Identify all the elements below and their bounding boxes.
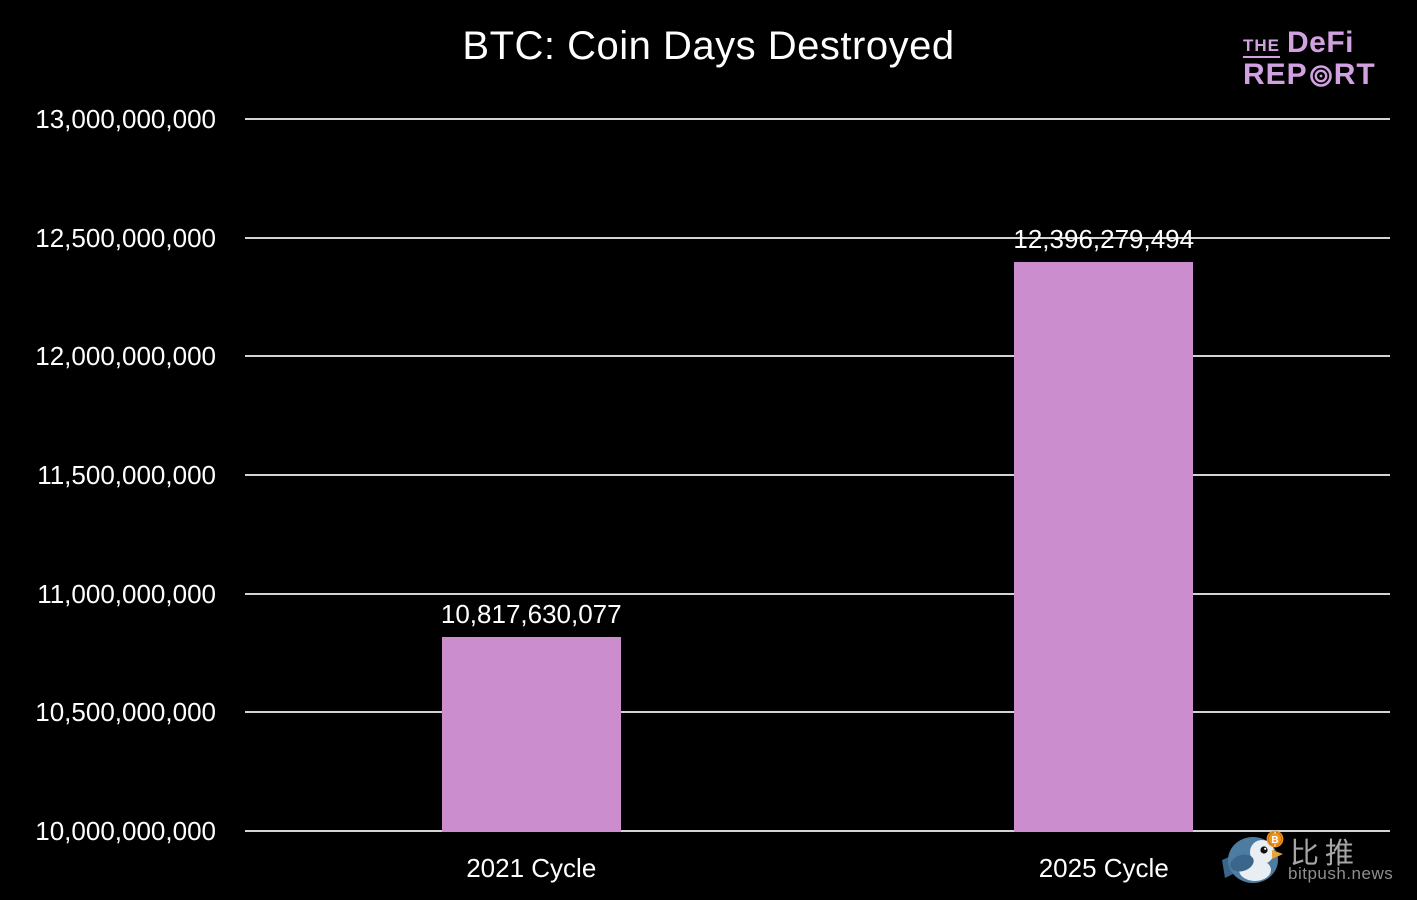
chart-title: BTC: Coin Days Destroyed <box>462 24 955 68</box>
x-axis-category-label: 2025 Cycle <box>1038 853 1169 883</box>
bird-icon <box>1222 837 1283 883</box>
y-axis-tick-label: 10,500,000,000 <box>35 697 216 728</box>
defi-report-logo: THE DeFi REP RT <box>1243 28 1376 90</box>
y-axis-tick-label: 11,000,000,000 <box>37 578 216 609</box>
target-icon <box>1309 65 1332 87</box>
bitpush-watermark: B 比推 bitpush.news <box>1220 826 1417 896</box>
y-axis-tick-label: 10,000,000,000 <box>35 816 216 846</box>
bitpush-domain-label: bitpush.news <box>1288 864 1394 883</box>
brand-defi-label: DeFi <box>1287 26 1355 59</box>
brand-rt-label: RT <box>1333 58 1376 91</box>
bar-value-label: 10,817,630,077 <box>440 598 622 629</box>
bar <box>441 636 621 832</box>
defi-report-logo-line1: THE DeFi <box>1243 28 1376 58</box>
bitcoin-icon: B <box>1266 830 1284 848</box>
bar <box>1014 262 1194 832</box>
brand-rep-label: REP <box>1243 58 1308 91</box>
gridline <box>245 236 1390 239</box>
gridline <box>245 830 1390 832</box>
gridline <box>245 474 1390 476</box>
y-axis-tick-label: 12,500,000,000 <box>35 222 216 253</box>
y-axis-tick-label: 11,500,000,000 <box>37 460 216 490</box>
gridline <box>245 711 1390 714</box>
bitpush-cn-label: 比推 <box>1290 838 1361 870</box>
x-axis-category-label: 2021 Cycle <box>466 853 597 883</box>
gridline <box>245 355 1390 358</box>
gridline <box>245 118 1390 120</box>
y-axis-tick-label: 12,000,000,000 <box>35 341 216 372</box>
svg-text:B: B <box>1271 835 1278 846</box>
brand-the-label: THE <box>1243 37 1280 58</box>
y-axis-tick-label: 13,000,000,000 <box>35 104 216 134</box>
bar-value-label: 12,396,279,494 <box>1013 224 1195 255</box>
defi-report-logo-line2: REP RT <box>1243 60 1376 90</box>
gridline <box>245 592 1390 595</box>
